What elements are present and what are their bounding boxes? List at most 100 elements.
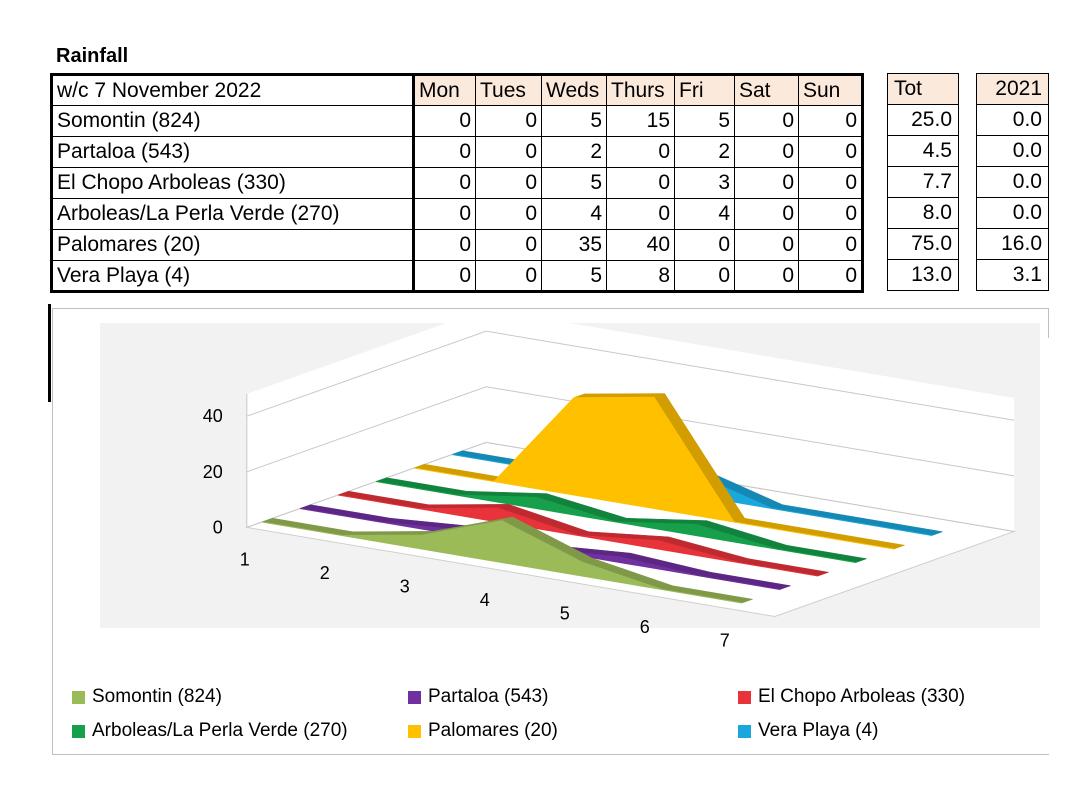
- rain-cell: 0: [798, 198, 864, 230]
- legend-item: Vera Playa (4): [738, 720, 878, 742]
- day-header: Fri: [674, 73, 735, 106]
- tot-cell: 13.0: [887, 259, 959, 291]
- rain-cell: 0: [798, 229, 864, 261]
- rain-cell: 0: [475, 229, 542, 261]
- tot-cell: 75.0: [887, 228, 959, 260]
- legend-label: Vera Playa (4): [758, 720, 879, 741]
- legend-item: El Chopo Arboleas (330): [738, 686, 965, 708]
- rain-cell: 0: [798, 136, 864, 168]
- day-header: Tues: [475, 73, 542, 106]
- rain-cell: 0: [413, 198, 476, 230]
- gridline: [246, 441, 1015, 532]
- day-header: Weds: [541, 73, 607, 106]
- table-border-extension: [48, 304, 51, 402]
- year-cell: 16.0: [976, 228, 1049, 260]
- legend-swatch: [408, 724, 421, 738]
- side-wall: [246, 308, 487, 528]
- rain-cell: 0: [475, 260, 542, 293]
- legend-swatch: [738, 724, 751, 738]
- series-area-3: [375, 481, 857, 563]
- x-tick-label: 2: [320, 563, 330, 583]
- table-row: Palomares (20) 0 0 35 40 0 0 0: [50, 229, 864, 261]
- rain-cell: 0: [734, 198, 799, 230]
- station-name: Somontin (824): [50, 105, 415, 137]
- rain-cell: 0: [413, 136, 476, 168]
- back-wall: [486, 308, 1015, 532]
- rain-cell: 0: [413, 105, 476, 137]
- rain-cell: 40: [606, 229, 675, 261]
- day-header: Thurs: [606, 73, 675, 106]
- legend-label: Partaloa (543): [428, 686, 549, 707]
- rain-cell: 2: [674, 136, 735, 168]
- legend-label: Palomares (20): [428, 720, 558, 741]
- x-tick-label: 7: [720, 630, 730, 650]
- day-header: Sat: [734, 73, 799, 106]
- series-area-0: [261, 520, 743, 604]
- rain-cell: 0: [606, 198, 675, 230]
- x-tick-label: 3: [400, 576, 410, 596]
- rainfall-table: w/c 7 November 2022 Mon Tues Weds Thurs …: [50, 73, 864, 293]
- series-area-2: [337, 494, 819, 577]
- table-header-row: w/c 7 November 2022 Mon Tues Weds Thurs …: [50, 73, 864, 106]
- legend-swatch: [72, 724, 85, 738]
- y-tick-label: 40: [203, 406, 223, 426]
- series-area-4: [413, 396, 895, 550]
- rain-cell: 3: [674, 167, 735, 199]
- gridline: [246, 330, 1015, 421]
- legend-item: Arboleas/La Perla Verde (270): [72, 720, 348, 742]
- table-row: Somontin (824) 0 0 5 15 5 0 0: [50, 105, 864, 137]
- legend-item: Somontin (824): [72, 686, 222, 708]
- year-header: 2021: [976, 73, 1049, 105]
- legend-item: Partaloa (543): [408, 686, 548, 708]
- station-name: El Chopo Arboleas (330): [50, 167, 415, 199]
- page-title: Rainfall: [56, 45, 129, 67]
- rain-cell: 0: [475, 136, 542, 168]
- station-name: Palomares (20): [50, 229, 415, 261]
- rain-cell: 0: [798, 260, 864, 293]
- previous-year-table: 2021 0.0 0.0 0.0 0.0 16.0 3.1: [976, 73, 1049, 291]
- year-cell: 0.0: [976, 135, 1049, 167]
- station-name: Partaloa (543): [50, 136, 415, 168]
- station-name: Vera Playa (4): [50, 260, 415, 293]
- rain-cell: 35: [541, 229, 607, 261]
- rain-cell: 0: [798, 105, 864, 137]
- day-header: Sun: [798, 73, 864, 106]
- rain-cell: 0: [734, 167, 799, 199]
- frame-line: [1048, 308, 1049, 338]
- legend-swatch: [738, 690, 751, 704]
- x-tick-label: 6: [640, 617, 650, 637]
- table-row: Vera Playa (4) 0 0 5 8 0 0 0: [50, 260, 864, 293]
- legend-label: Arboleas/La Perla Verde (270): [92, 720, 348, 741]
- gridline: [246, 386, 1015, 477]
- year-cell: 3.1: [976, 259, 1049, 291]
- y-tick-label: 20: [203, 462, 223, 482]
- legend-label: El Chopo Arboleas (330): [758, 686, 966, 707]
- week-label: w/c 7 November 2022: [50, 73, 415, 106]
- legend-swatch: [72, 690, 85, 704]
- station-name: Arboleas/La Perla Verde (270): [50, 198, 415, 230]
- x-tick-label: 4: [480, 590, 490, 610]
- legend-swatch: [408, 690, 421, 704]
- rain-cell: 0: [475, 105, 542, 137]
- x-tick-label: 1: [240, 549, 250, 569]
- rain-cell: 0: [413, 229, 476, 261]
- table-row: El Chopo Arboleas (330) 0 0 5 0 3 0 0: [50, 167, 864, 199]
- rain-cell: 8: [606, 260, 675, 293]
- rain-cell: 4: [541, 198, 607, 230]
- tot-cell: 7.7: [887, 166, 959, 198]
- table-row: Arboleas/La Perla Verde (270) 0 0 4 0 4 …: [50, 198, 864, 230]
- rain-cell: 5: [541, 260, 607, 293]
- totals-table: Tot 25.0 4.5 7.7 8.0 75.0 13.0: [887, 73, 959, 291]
- rain-cell: 0: [734, 229, 799, 261]
- rain-cell: 0: [734, 260, 799, 293]
- tot-cell: 25.0: [887, 104, 959, 136]
- y-tick-label: 0: [213, 517, 223, 537]
- table-row: Partaloa (543) 0 0 2 0 2 0 0: [50, 136, 864, 168]
- legend-item: Palomares (20): [408, 720, 558, 742]
- x-tick-label: 5: [560, 603, 570, 623]
- rain-cell: 0: [413, 260, 476, 293]
- frame-line: [53, 308, 1049, 309]
- rain-cell: 0: [674, 229, 735, 261]
- rain-cell: 0: [413, 167, 476, 199]
